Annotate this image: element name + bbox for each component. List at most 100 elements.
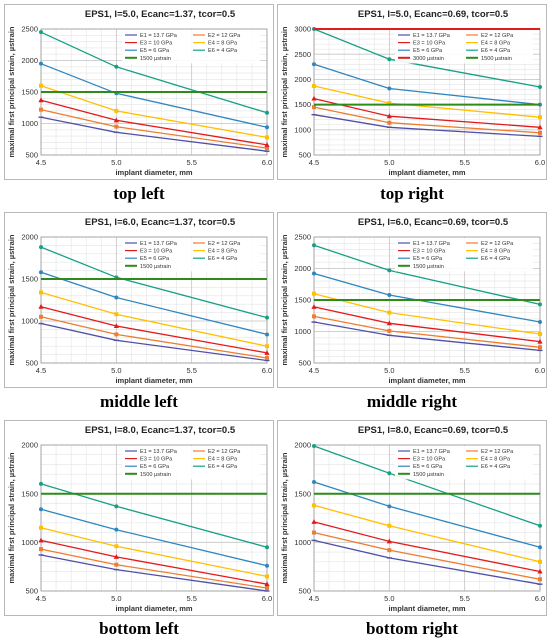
x-tick-label: 4.5 <box>36 594 46 603</box>
y-axis-label: maximal first principal strain, µstrain <box>280 452 289 583</box>
chart-svg-middle-right: EPS1, l=6.0, Ecanc=0.69, tcor=0.5 500 1000… <box>280 217 545 385</box>
legend-label: 3000 µstrain <box>413 56 444 62</box>
legend <box>122 446 260 480</box>
y-tick-label: 1000 <box>294 327 311 336</box>
y-tick-label: 2500 <box>21 25 38 34</box>
chart-svg-bottom-left: EPS1, l=8.0, Ecanc=1.37, tcor=0.5 500 1000… <box>7 425 272 613</box>
chart-title: EPS1, l=8.0, Ecanc=0.69, tcor=0.5 <box>358 425 509 436</box>
legend-label: E2 = 12 GPa <box>481 33 514 39</box>
data-point <box>387 328 392 333</box>
y-tick-label: 2000 <box>21 441 38 450</box>
legend <box>122 238 260 272</box>
data-point <box>265 586 269 591</box>
x-tick-label: 6.0 <box>262 158 272 167</box>
plot-area <box>40 236 268 364</box>
data-point <box>311 519 317 524</box>
legend-label: E3 = 10 GPa <box>140 249 173 255</box>
x-axis-label: implant diameter, mm <box>388 604 465 613</box>
data-point <box>312 503 316 508</box>
y-tick-label: 500 <box>298 359 311 368</box>
y-tick-label: 3000 <box>294 25 311 34</box>
x-tick-label: 4.5 <box>36 366 46 375</box>
data-point <box>537 338 543 344</box>
data-point <box>114 124 119 129</box>
data-point <box>39 481 43 486</box>
legend-label: E5 = 6 GPa <box>140 48 170 54</box>
data-point <box>387 548 392 553</box>
y-tick-label: 2500 <box>294 50 311 59</box>
data-point <box>312 479 316 484</box>
data-point <box>264 142 270 147</box>
data-point <box>538 84 542 89</box>
x-tick-label: 5.5 <box>459 158 469 167</box>
data-point <box>114 312 119 317</box>
series-line-3 <box>40 539 268 585</box>
data-point <box>312 291 316 296</box>
chart-title: EPS1, l=5.0, Ecanc=0.69, tcor=0.5 <box>358 9 509 20</box>
data-point <box>39 547 43 552</box>
caption-top-left: top left <box>113 184 165 203</box>
y-tick-label: 2000 <box>21 56 38 65</box>
x-tick-label: 4.5 <box>36 158 46 167</box>
chart-svg-top-left: EPS1, l=5.0, Ecanc=1.37, tcor=0.5 500 1000… <box>7 9 272 177</box>
x-tick-label: 5.5 <box>186 594 196 603</box>
legend-label: 1500 µstrain <box>481 56 512 62</box>
chart-title: EPS1, l=6.0, Ecanc=1.37, tcor=0.5 <box>85 217 236 228</box>
legend-label: E1 = 13.7 GPa <box>413 241 451 247</box>
legend-label: E1 = 13.7 GPa <box>413 449 451 455</box>
x-tick-label: 5.5 <box>186 158 196 167</box>
y-tick-label: 500 <box>25 587 38 596</box>
x-axis-label: implant diameter, mm <box>115 168 192 177</box>
y-tick-label: 2000 <box>294 264 311 273</box>
y-tick-label: 500 <box>298 587 311 596</box>
y-axis-label: maximal first principal strain, µstrain <box>7 452 16 583</box>
x-axis-label: implant diameter, mm <box>388 376 465 385</box>
y-tick-label: 500 <box>25 151 38 160</box>
data-point <box>265 344 269 349</box>
legend-label: 1500 µstrain <box>140 56 171 62</box>
legend-label: E3 = 10 GPa <box>413 41 446 47</box>
caption-middle-left: middle left <box>100 392 178 411</box>
x-tick-label: 5.0 <box>384 158 394 167</box>
x-tick-label: 4.5 <box>309 366 319 375</box>
data-point <box>113 323 119 329</box>
y-tick-label: 1500 <box>21 275 38 284</box>
data-point <box>39 270 43 275</box>
series-line-4 <box>40 291 268 347</box>
y-tick-label: 2000 <box>294 75 311 84</box>
data-point <box>538 130 542 135</box>
legend-label: E6 = 4 GPa <box>208 464 238 470</box>
legend-label: E5 = 6 GPa <box>413 464 443 470</box>
y-tick-label: 1500 <box>294 100 311 109</box>
data-point <box>538 320 542 325</box>
series-line-1 <box>40 554 268 592</box>
legend <box>395 446 533 480</box>
legend-label: E5 = 6 GPa <box>413 48 443 54</box>
legend-label: E1 = 13.7 GPa <box>140 449 178 455</box>
y-tick-label: 2000 <box>294 441 311 450</box>
x-tick-label: 5.0 <box>111 366 121 375</box>
data-point <box>113 554 119 559</box>
legend-label: 1500 µstrain <box>140 472 171 478</box>
legend-label: E3 = 10 GPa <box>140 41 173 47</box>
legend-label: E4 = 8 GPa <box>208 249 238 255</box>
y-tick-label: 2500 <box>294 233 311 242</box>
x-axis-label: implant diameter, mm <box>115 376 192 385</box>
series-line-3 <box>313 97 541 128</box>
x-tick-label: 6.0 <box>535 594 545 603</box>
data-point <box>538 523 542 528</box>
data-point <box>39 507 43 512</box>
y-axis-label: maximal first principal strain, µstrain <box>7 234 16 365</box>
legend-label: E2 = 12 GPa <box>208 241 241 247</box>
x-tick-label: 6.0 <box>535 158 545 167</box>
data-point <box>38 303 44 309</box>
data-point <box>312 530 316 535</box>
legend-label: E4 = 8 GPa <box>208 41 238 47</box>
y-tick-label: 1500 <box>294 296 311 305</box>
legend-label: 1500 µstrain <box>413 264 444 270</box>
data-point <box>386 320 392 326</box>
legend-label: E2 = 12 GPa <box>208 449 241 455</box>
data-point <box>311 304 317 309</box>
legend-label: E2 = 12 GPa <box>481 241 514 247</box>
data-point <box>387 523 392 528</box>
